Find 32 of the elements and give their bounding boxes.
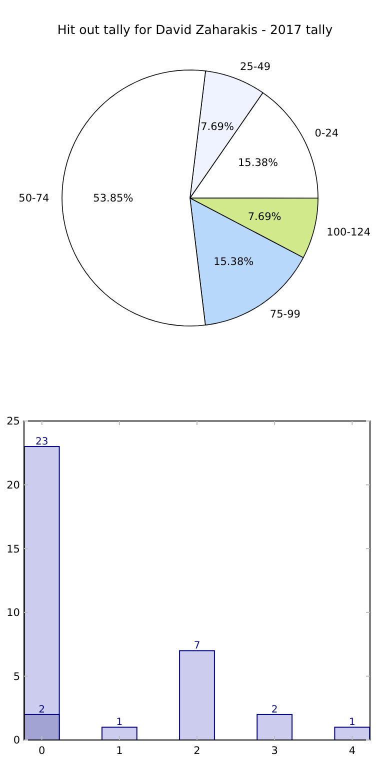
x-tick-label: 2: [194, 745, 200, 757]
data-label: 2: [271, 704, 278, 716]
bar: [334, 726, 370, 740]
data-label: 7.69%: [248, 211, 282, 224]
x-tick-label: 4: [348, 745, 356, 757]
data-label: 7.69%: [200, 120, 234, 133]
y-tick-label: 0: [13, 734, 20, 747]
bar: [101, 726, 138, 740]
bar: [256, 714, 293, 740]
bar: [179, 650, 215, 740]
slice-label: 75-99: [270, 308, 300, 321]
y-tick-label: 15: [6, 543, 20, 556]
data-label: 15.38%: [238, 157, 278, 170]
chart-title: Hit out tally for David Zaharakis - 2017 tally: [57, 22, 334, 37]
y-tick-label: 10: [6, 607, 20, 620]
x-tick-label: 1: [116, 745, 123, 757]
slice-label: 100-124: [326, 226, 371, 238]
data-label: 53.85%: [93, 192, 134, 205]
data-label: 2: [38, 704, 46, 716]
slice-label: 25-49: [240, 61, 271, 74]
y-tick-label: 20: [6, 479, 20, 492]
slice-label: 50-74: [18, 192, 50, 205]
x-tick-label: 3: [271, 745, 278, 757]
y-tick-label: 5: [13, 670, 20, 683]
data-label: 1: [116, 717, 123, 728]
y-tick-label: 25: [6, 416, 20, 428]
data-label: 7: [194, 640, 200, 652]
x-tick-label: 0: [38, 745, 46, 757]
data-label: 1: [348, 717, 356, 728]
data-label: 15.38%: [214, 256, 254, 268]
slice-label: 0-24: [314, 127, 339, 140]
data-label: 23: [35, 436, 48, 448]
